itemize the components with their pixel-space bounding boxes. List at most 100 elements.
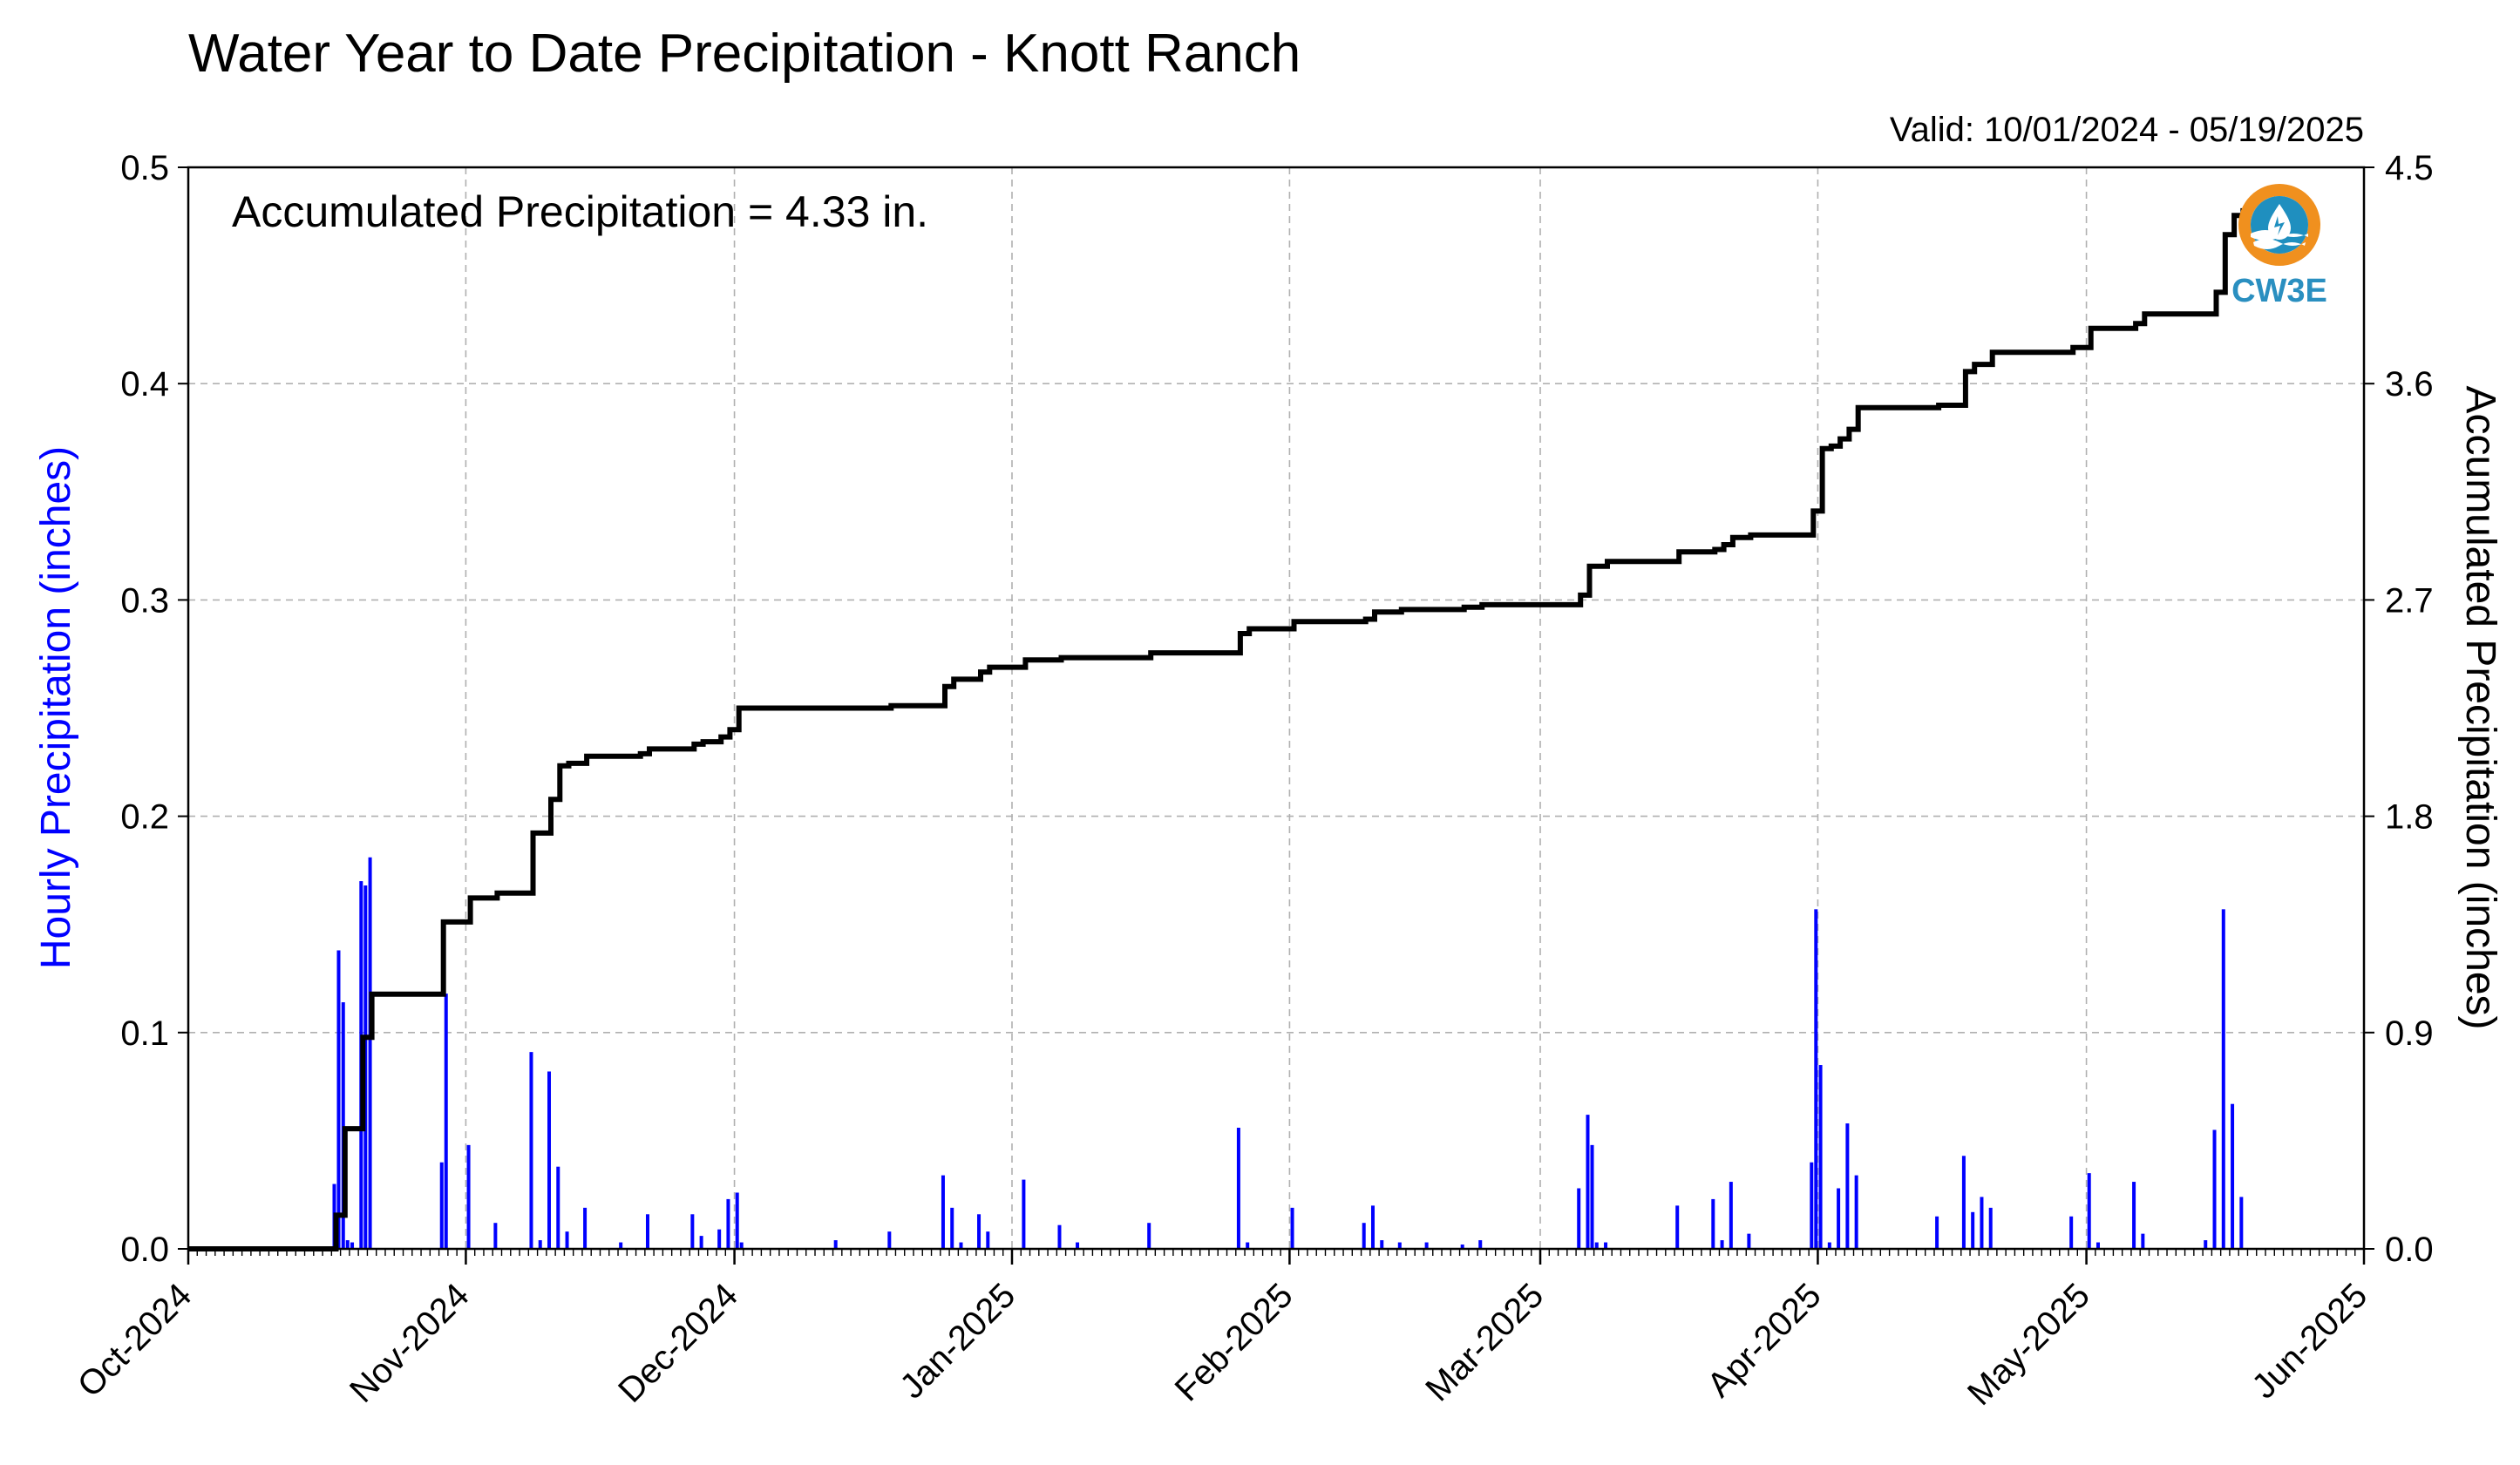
hourly-bar	[1818, 1065, 1823, 1249]
hourly-bar	[466, 1144, 471, 1249]
hourly-bar	[556, 1166, 560, 1249]
hourly-bar	[833, 1240, 838, 1249]
left-tick-label: 0.3	[120, 581, 169, 620]
accumulated-annotation: Accumulated Precipitation = 4.33 in.	[232, 187, 928, 236]
hourly-bar	[1837, 1188, 1841, 1249]
hourly-bar	[444, 994, 448, 1249]
hourly-bar	[583, 1207, 588, 1249]
hourly-bar	[529, 1052, 533, 1249]
hourly-bar	[1478, 1240, 1483, 1249]
hourly-bar	[1729, 1182, 1733, 1249]
hourly-bar	[1380, 1240, 1384, 1249]
hourly-bar	[950, 1207, 954, 1249]
hourly-bar	[690, 1214, 695, 1249]
left-tick-label: 0.0	[120, 1231, 169, 1269]
hourly-bar	[645, 1214, 649, 1249]
hourly-bar	[565, 1231, 569, 1249]
hourly-bar	[2239, 1197, 2244, 1249]
hourly-bar	[887, 1231, 892, 1249]
hourly-bar	[726, 1198, 730, 1249]
right-tick-label: 3.6	[2385, 365, 2434, 404]
valid-date-range: Valid: 10/01/2024 - 05/19/2025	[1890, 111, 2364, 149]
left-axis-label: Hourly Precipitation (inches)	[33, 446, 79, 969]
right-tick-label: 2.7	[2385, 581, 2434, 620]
right-tick-label: 1.8	[2385, 798, 2434, 837]
cw3e-logo: CW3E	[2231, 184, 2327, 309]
hourly-bar	[1961, 1156, 1966, 1249]
left-tick-label: 0.4	[120, 365, 169, 404]
hourly-bar	[986, 1231, 990, 1249]
hourly-bar	[717, 1229, 722, 1249]
hourly-bar	[735, 1192, 739, 1249]
hourly-bar	[1246, 1242, 1250, 1249]
right-tick-label: 4.5	[2385, 149, 2434, 187]
hourly-bar	[1460, 1245, 1464, 1249]
accumulated-precip-line	[188, 207, 2246, 1251]
hourly-bar	[547, 1071, 551, 1249]
logo-text: CW3E	[2231, 273, 2327, 309]
chart-title: Water Year to Date Precipitation - Knott…	[188, 24, 1301, 84]
water-drop-icon	[2268, 204, 2291, 240]
accumulated-line-layer	[188, 207, 2246, 1251]
hourly-bar	[1290, 1207, 1294, 1249]
hourly-bar	[699, 1236, 703, 1249]
hourly-bar	[2221, 909, 2225, 1249]
hourly-bar	[350, 1242, 355, 1249]
hourly-bar	[1935, 1216, 1939, 1249]
hourly-bar	[2087, 1173, 2091, 1249]
hourly-bar	[2132, 1182, 2136, 1249]
hourly-bar	[336, 950, 341, 1249]
right-tick-label: 0.9	[2385, 1014, 2434, 1053]
hourly-bar	[959, 1242, 963, 1249]
hourly-bar	[1397, 1242, 1402, 1249]
hourly-bar	[1147, 1223, 1151, 1249]
hourly-bar	[2069, 1216, 2074, 1249]
hourly-bar	[619, 1242, 623, 1249]
hourly-bar	[1854, 1175, 1858, 1249]
hourly-bar	[2231, 1103, 2235, 1249]
hourly-bar	[1594, 1242, 1599, 1249]
hourly-bar	[538, 1240, 542, 1249]
hourly-bar	[2095, 1242, 2100, 1249]
hourly-bar	[341, 1002, 345, 1249]
right-tick-label: 0.0	[2385, 1231, 2434, 1269]
hourly-bar	[1711, 1198, 1715, 1249]
hourly-bar	[1810, 1162, 1814, 1249]
hourly-bar	[1814, 909, 1818, 1249]
hourly-bar	[439, 1162, 444, 1249]
hourly-bar	[1675, 1205, 1680, 1249]
hourly-bar	[1586, 1115, 1590, 1249]
right-axis-label: Accumulated Precipitation (inches)	[2457, 385, 2503, 1029]
hourly-bar	[368, 857, 372, 1249]
hourly-bar	[1057, 1224, 1062, 1249]
hourly-bar	[1076, 1242, 1080, 1249]
hourly-bar	[977, 1214, 982, 1249]
logo-wave-2	[2253, 239, 2306, 249]
hourly-bar	[2141, 1233, 2145, 1249]
hourly-bar	[1827, 1242, 1831, 1249]
left-tick-label: 0.5	[120, 149, 169, 187]
plot-frame	[187, 166, 2366, 1251]
left-tick-label: 0.2	[120, 798, 169, 837]
hourly-bar	[1370, 1205, 1375, 1249]
hourly-bar	[1971, 1211, 1975, 1249]
hourly-bar	[1022, 1179, 1026, 1249]
lightning-icon	[2274, 216, 2285, 235]
hourly-bar	[1747, 1233, 1751, 1249]
grid	[188, 167, 2364, 1249]
hourly-bar	[1590, 1144, 1594, 1249]
hourly-bar	[2212, 1129, 2217, 1249]
hourly-bar	[1988, 1207, 1993, 1249]
hourly-bar	[1980, 1197, 1984, 1249]
hourly-bar	[1577, 1188, 1581, 1249]
axis-ticks	[178, 166, 2374, 1265]
hourly-bar	[1845, 1123, 1850, 1249]
hourly-bar	[345, 1240, 350, 1249]
hourly-bar	[2204, 1240, 2208, 1249]
hourly-bar	[1424, 1242, 1429, 1249]
left-tick-label: 0.1	[120, 1014, 169, 1053]
hourly-bar	[493, 1223, 498, 1249]
hourly-bar	[1362, 1223, 1366, 1249]
